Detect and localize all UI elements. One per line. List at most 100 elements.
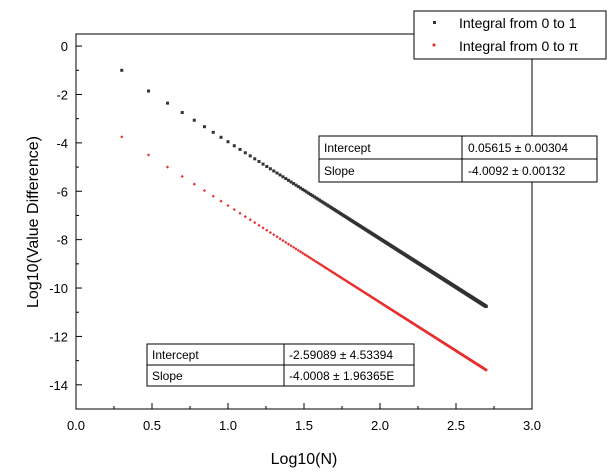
data-point [484, 368, 488, 372]
data-point [202, 125, 206, 129]
data-point [294, 183, 298, 187]
legend-label-series-1: Integral from 0 to 1 [459, 15, 577, 31]
data-point [299, 186, 303, 190]
data-point [238, 211, 242, 215]
data-point [211, 130, 215, 134]
fit-1-slope-value: -4.0092 ± 0.00132 [468, 164, 566, 178]
x-tick-label: 3.0 [523, 418, 541, 433]
data-point [342, 277, 346, 282]
data-point [484, 305, 488, 309]
y-tick-label: -2 [56, 87, 68, 102]
data-point [268, 167, 272, 171]
y-tick-label: -12 [49, 329, 68, 344]
x-tick-label: 1.5 [295, 418, 313, 433]
data-point [341, 277, 345, 281]
data-point [261, 162, 265, 166]
fit-2-intercept-label: Intercept [152, 348, 199, 362]
x-tick-label: 2.5 [447, 418, 465, 433]
data-point [318, 198, 322, 202]
data-point [286, 178, 290, 182]
data-point [165, 165, 170, 169]
y-axis: 0 -2 -4 -6 -8 -10 -12 -14 [49, 39, 82, 410]
data-point [312, 195, 316, 199]
data-point [275, 235, 279, 239]
data-point [309, 193, 313, 197]
data-point [219, 199, 223, 203]
data-point [253, 221, 257, 225]
legend-box [413, 10, 607, 60]
data-point [147, 89, 151, 93]
data-point [202, 188, 207, 193]
data-point [232, 207, 236, 212]
data-point [292, 182, 296, 186]
data-point [303, 252, 307, 257]
data-point [268, 230, 272, 235]
data-point [180, 174, 184, 179]
y-tick-label: -6 [56, 184, 68, 199]
data-point [243, 151, 247, 155]
series-1 [120, 68, 488, 309]
x-tick-label: 1.0 [219, 418, 237, 433]
fit-2-intercept-value: -2.59089 ± 4.53394 [289, 348, 393, 362]
data-point [272, 233, 276, 237]
x-tick-label: 0.5 [143, 418, 161, 433]
legend-marker-series-2 [432, 43, 436, 47]
y-tick-label: -14 [49, 378, 68, 393]
data-point [309, 256, 313, 260]
data-point [253, 157, 257, 161]
data-point [305, 190, 309, 194]
data-point [319, 263, 323, 267]
data-point [291, 245, 296, 249]
data-point [265, 164, 269, 168]
data-point [322, 201, 326, 205]
x-axis: 0.0 0.5 1.0 1.5 2.0 2.5 3.0 [67, 403, 541, 433]
data-point [278, 237, 282, 241]
y-tick-label: -4 [56, 136, 68, 151]
data-point [289, 244, 293, 248]
data-point [329, 269, 334, 274]
fit-2-slope-label: Slope [152, 369, 183, 383]
data-point [238, 147, 242, 151]
fit-1-intercept-value: 0.05615 ± 0.00304 [468, 141, 568, 155]
data-point [305, 254, 309, 258]
data-point [294, 247, 298, 251]
data-point [248, 154, 252, 158]
legend-marker-series-1 [433, 21, 436, 24]
data-point [322, 265, 326, 269]
y-tick-label: -8 [56, 233, 68, 248]
data-point [284, 177, 288, 181]
fit-table-1: Intercept Slope 0.05615 ± 0.00304 -4.009… [318, 135, 598, 183]
data-point [257, 160, 261, 164]
data-point [211, 194, 215, 198]
data-point [331, 270, 335, 274]
legend: Integral from 0 to 1 Integral from 0 to … [413, 10, 607, 60]
data-point [314, 196, 318, 200]
data-point [261, 226, 265, 230]
data-point [272, 169, 276, 173]
data-point [349, 282, 354, 286]
data-point [120, 135, 124, 139]
data-point [335, 273, 339, 277]
y-tick-label: -10 [49, 281, 68, 296]
data-point [232, 144, 236, 148]
y-tick-label: 0 [61, 39, 68, 54]
data-point [298, 250, 303, 254]
legend-label-series-2: Integral from 0 to π [459, 38, 579, 54]
data-point [226, 140, 230, 144]
data-point [325, 267, 329, 271]
fit-2-slope-value: -4.0008 ± 1.96365E [289, 369, 394, 383]
data-point [146, 153, 151, 157]
data-point [219, 135, 223, 139]
data-point [284, 240, 288, 244]
data-point [286, 242, 291, 246]
data-point [296, 248, 300, 252]
data-point [316, 197, 320, 201]
x-tick-label: 2.0 [371, 418, 389, 433]
data-point [319, 199, 323, 203]
x-tick-label: 0.0 [67, 418, 85, 433]
data-point [301, 187, 305, 191]
data-point [166, 101, 170, 105]
data-point [192, 118, 196, 122]
data-point [226, 203, 230, 208]
